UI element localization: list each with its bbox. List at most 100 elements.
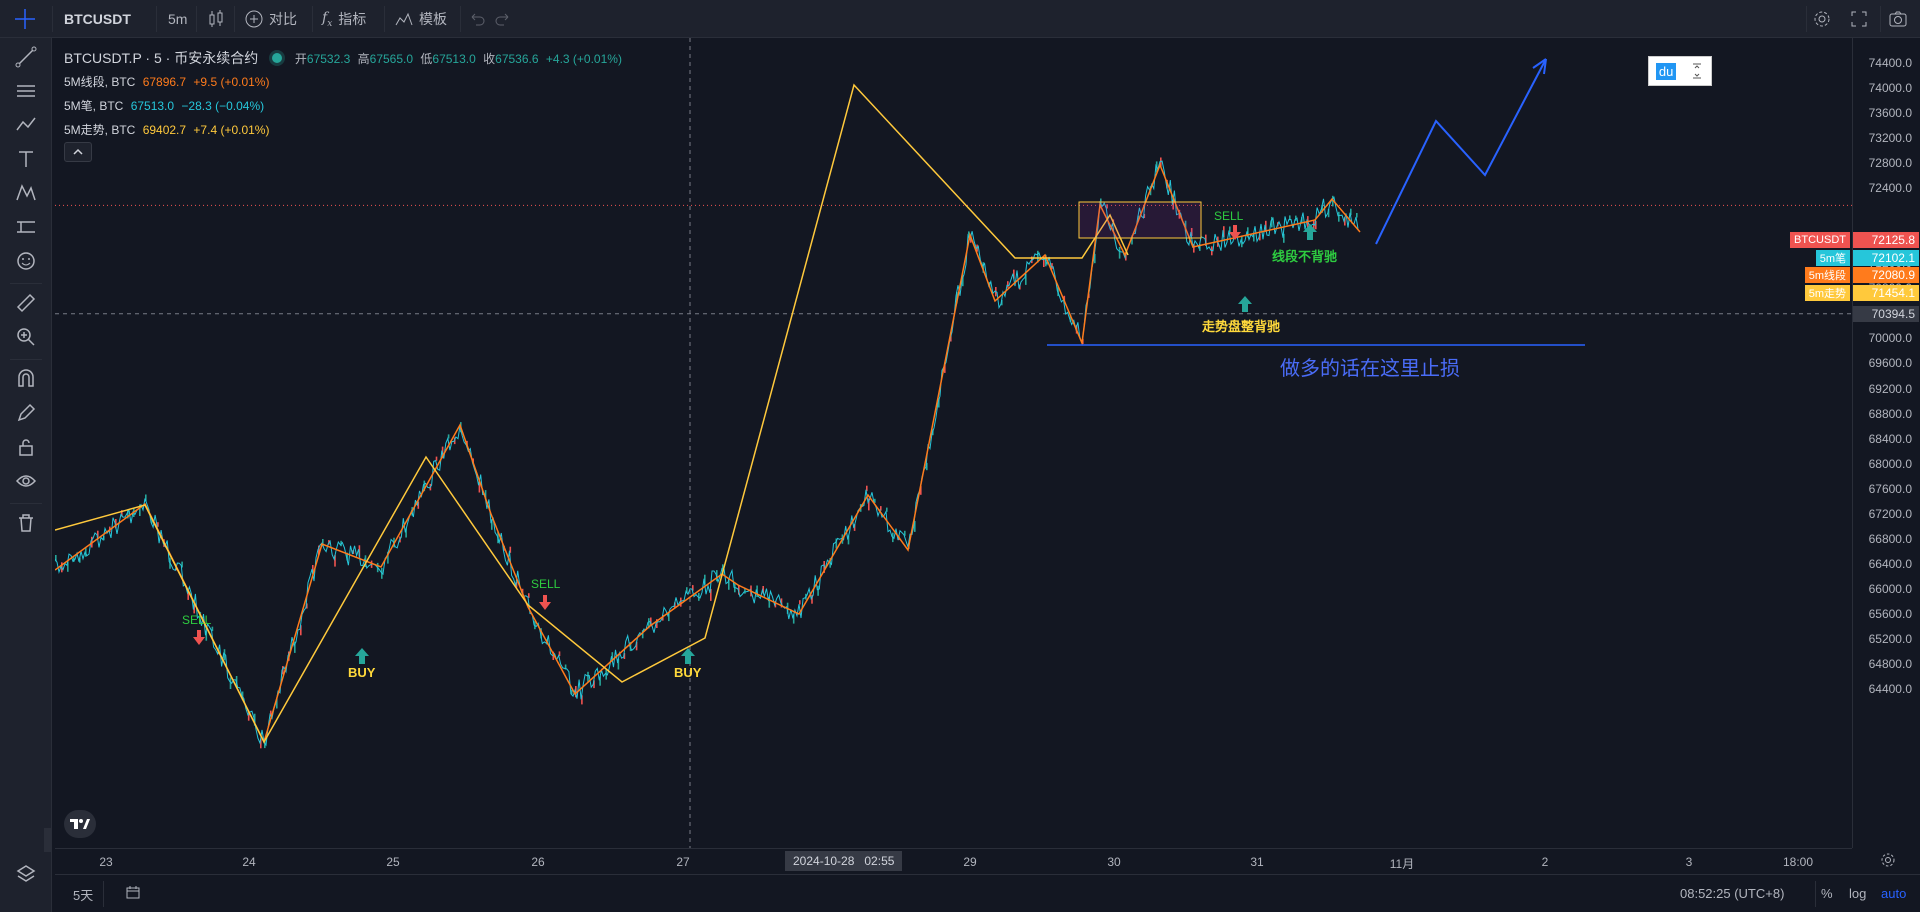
range-button[interactable]: 5天 (73, 888, 94, 903)
indicator-legend-segment[interactable]: 5M线段, BTC 67896.7 +9.5 (+0.01%) (64, 73, 273, 90)
percent-toggle[interactable]: % (1821, 886, 1833, 901)
collapse-legend-button[interactable] (64, 142, 92, 162)
candle (115, 519, 117, 529)
candle (886, 507, 888, 512)
candle (484, 490, 487, 500)
candle-style-icon[interactable] (206, 0, 226, 38)
candle (1253, 232, 1255, 242)
candle (1271, 216, 1273, 228)
horizontal-lines-icon[interactable] (12, 77, 40, 105)
redo-icon[interactable] (494, 0, 512, 38)
candle (127, 509, 129, 519)
candle (1321, 204, 1323, 213)
undo-icon[interactable] (468, 0, 486, 38)
price-tick-label: 64400.0 (1868, 682, 1912, 696)
compare-label: 对比 (269, 11, 297, 27)
magnet-icon[interactable] (12, 365, 40, 393)
indicator-change: +9.5 (+0.01%) (193, 75, 270, 89)
candle (904, 530, 906, 536)
pattern-icon[interactable] (12, 111, 40, 139)
candle (270, 710, 272, 716)
time-axis[interactable]: 2024-10-28 02:55 23 24 25 26 27 29 30 31 11月 2 3 18… (55, 848, 1852, 874)
lock-drawing-pencil-icon[interactable] (12, 399, 40, 427)
price-axis[interactable]: 74400.0 74000.0 73600.0 73200.0 72800.0 72400… (1852, 38, 1920, 848)
candle (67, 561, 69, 572)
time-tick-label: 2 (1541, 855, 1549, 869)
series-name-tag: BTCUSDT (1790, 232, 1850, 248)
log-toggle[interactable]: log (1849, 886, 1867, 901)
tradingview-logo[interactable] (64, 810, 96, 838)
candle (1013, 269, 1015, 279)
candle (623, 653, 626, 659)
candle (768, 597, 771, 608)
candle (312, 565, 314, 574)
price-tick-label: 67600.0 (1868, 481, 1912, 496)
candle (1118, 247, 1121, 259)
fullscreen-icon[interactable] (1850, 0, 1868, 38)
indicators-button[interactable]: fx 指标 (322, 0, 366, 38)
candle (968, 231, 970, 239)
settings-gear-icon[interactable] (1812, 0, 1832, 38)
series-name-tag: 5m线段 (1804, 267, 1850, 283)
templates-button[interactable]: 模板 (394, 0, 447, 38)
interval-button[interactable]: 5m (168, 11, 188, 27)
candle (938, 398, 940, 408)
clock-label[interactable]: 08:52:25 (UTC+8) (1680, 886, 1785, 901)
compare-button[interactable]: 对比 (244, 0, 297, 38)
segment-line (55, 162, 1361, 745)
candle (139, 504, 141, 516)
auto-toggle[interactable]: auto (1881, 886, 1907, 901)
indicator-legend-bi[interactable]: 5M笔, BTC 67513.0 −28.3 (−0.04%) (64, 97, 268, 114)
open-label: 开 (294, 52, 307, 66)
candle (1229, 226, 1231, 235)
candle (1025, 273, 1027, 285)
candle (593, 680, 595, 689)
price-tick-label: 72400.0 (1868, 181, 1912, 196)
axis-settings-gear-icon[interactable] (1880, 852, 1896, 873)
candle (193, 605, 195, 614)
du-widget[interactable]: du (1648, 56, 1712, 86)
camera-icon[interactable] (1888, 0, 1908, 38)
emoji-icon[interactable] (12, 247, 40, 275)
candle (300, 625, 302, 636)
indicator-legend-trend[interactable]: 5M走势, BTC 69402.7 +7.4 (+0.01%) (64, 121, 273, 138)
candle (817, 585, 819, 596)
eye-icon[interactable] (12, 467, 40, 495)
price-tick-label: 74000.0 (1868, 81, 1912, 96)
indicator-value: 67513.0 (130, 99, 175, 113)
candle (686, 587, 688, 594)
time-tick-label: 18:00 (1782, 855, 1814, 869)
trendline-icon[interactable] (12, 43, 40, 71)
text-icon[interactable] (12, 145, 40, 173)
lock-icon[interactable] (12, 433, 40, 461)
close-label: 收 (483, 52, 496, 66)
price-chart-canvas[interactable] (55, 38, 1852, 848)
measure-lines-icon[interactable] (12, 213, 40, 241)
price-tick-label: 72800.0 (1868, 156, 1912, 171)
crosshair-icon[interactable] (12, 0, 38, 38)
candle (853, 524, 856, 531)
candle (656, 619, 658, 628)
goto-date-icon[interactable] (125, 885, 141, 906)
divergence-label: 走势盘整背驰 (1202, 319, 1281, 334)
ruler-icon[interactable] (12, 289, 40, 317)
candle (1327, 209, 1330, 218)
buy-arrow (681, 648, 695, 664)
candle (260, 739, 262, 749)
candle (1283, 233, 1285, 243)
object-tree-icon[interactable] (12, 860, 40, 888)
buy-arrow (355, 648, 369, 664)
collapse-toolbar-handle[interactable] (44, 828, 52, 852)
price-tick-label: 68800.0 (1868, 406, 1912, 421)
candle (762, 586, 764, 594)
price-tick-label: 73600.0 (1868, 106, 1912, 121)
candle (835, 538, 838, 549)
candle (322, 539, 324, 547)
candle (276, 698, 278, 709)
trash-icon[interactable] (12, 509, 40, 537)
xabcd-pattern-icon[interactable] (12, 179, 40, 207)
zoom-icon[interactable] (12, 323, 40, 351)
candle (1094, 253, 1096, 264)
top-toolbar: BTCUSDT 5m 对比 fx 指标 模板 (0, 0, 1920, 38)
symbol-button[interactable]: BTCUSDT (64, 11, 131, 27)
